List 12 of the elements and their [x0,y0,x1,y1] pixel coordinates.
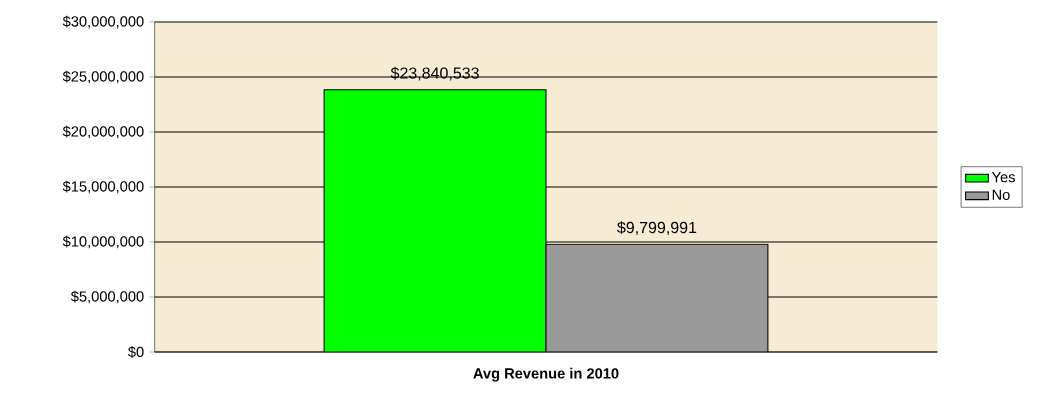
x-axis-title: Avg Revenue in 2010 [473,367,619,382]
y-tick-label: $15,000,000 [62,180,144,194]
data-label: $9,799,991 [617,221,697,236]
legend-label: Yes [991,172,1015,183]
y-tick-label: $0 [128,346,144,358]
y-tick-label: $30,000,000 [62,15,144,29]
y-tick-label: $5,000,000 [70,290,144,304]
legend-label: No [992,189,1010,200]
data-label: $23,840,533 [390,66,479,81]
y-tick-label: $10,000,000 [62,235,144,249]
y-tick-label: $25,000,000 [62,70,144,84]
y-tick-label: $20,000,000 [62,125,144,139]
